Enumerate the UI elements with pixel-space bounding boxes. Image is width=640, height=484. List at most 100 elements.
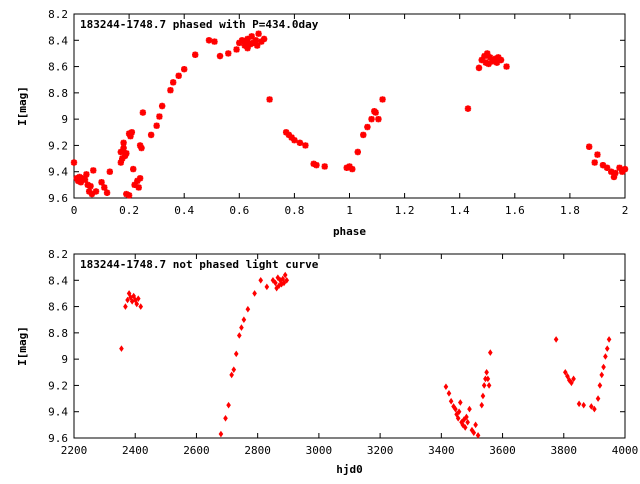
phased-x-tick-label: 1.6 [505,204,525,217]
unphased-data-point [553,336,559,343]
unphased-data-point [131,292,137,300]
phased-data-point [285,131,293,139]
phased-y-tick-label: 8.4 [48,34,68,47]
phased-data-point [181,66,188,73]
phased-data-point [103,189,111,196]
phased-data-point [495,54,502,61]
unphased-data-point [119,345,124,352]
phased-data-point [599,161,607,169]
unphased-light-curve-panel: 183244-1748.7 not phased light curve hjd… [16,248,638,476]
phased-data-point [147,131,155,139]
unphased-data-point [473,421,478,429]
phased-data-point [92,188,100,195]
phased-data-point [486,54,494,61]
phased-data-point [236,39,243,47]
unphased-data-point [604,345,610,352]
phased-data-point [503,63,510,70]
phased-data-point [233,46,240,53]
unphased-data-point [595,395,601,402]
phased-data-point [70,159,78,166]
phased-data-point [85,188,93,195]
unphased-data-point [475,432,481,439]
unphased-x-tick-label: 3400 [428,444,455,457]
phased-data-point [260,35,268,43]
phased-data-point [79,175,86,182]
phased-data-point [310,160,317,168]
phased-data-points [70,30,629,199]
unphased-axis-ticks: 2200 2400 2600 2800 3000 3200 3400 3600 3800 4000… [48,248,638,457]
unphased-data-point [126,290,132,297]
unphased-data-point [453,405,458,413]
unphased-x-tick-label: 2400 [122,444,149,457]
phased-data-point [106,168,114,175]
phased-x-tick-label: 1.4 [450,204,470,217]
unphased-data-point [581,401,586,409]
unphased-data-point [599,371,605,379]
unphased-y-tick-label: 8.8 [48,327,68,340]
unphased-data-point [274,284,279,292]
phased-data-point [123,150,130,157]
phased-data-point [135,184,142,191]
phased-data-point [156,113,163,120]
phased-data-point [158,102,166,110]
phased-data-point [153,122,160,129]
unphased-data-point [461,416,467,423]
phased-data-point [619,168,626,175]
phased-data-point [247,41,254,48]
unphased-data-point [241,316,247,324]
unphased-data-point [486,382,492,389]
phased-data-point [594,151,601,158]
unphased-x-axis-label: hjd0 [336,463,363,476]
phased-data-point [484,50,491,57]
unphased-data-point [443,383,449,391]
unphased-data-point [273,279,278,287]
unphased-data-point [226,401,231,409]
unphased-data-point [275,274,281,281]
phased-data-point [131,181,138,189]
phased-y-tick-label: 8.2 [48,8,68,21]
unphased-y-tick-label: 9.6 [48,432,68,445]
phased-data-point [603,164,611,171]
unphased-data-point [123,303,128,310]
phased-data-point [134,177,141,185]
phased-x-tick-label: 1 [346,204,353,217]
phased-y-tick-label: 9.2 [48,139,68,152]
phased-data-point [379,96,386,103]
phased-data-point [123,190,130,198]
phased-data-point [127,133,134,140]
unphased-data-point [456,408,462,416]
phased-data-point [130,165,137,173]
unphased-data-point [562,368,568,376]
phased-data-point [74,177,82,185]
phased-axis-ticks: 0 0.2 0.4 0.6 0.8 1 1.2 1.4 1.6 1.8 2 8.2 8.4 8.6 8.8 9… [48,8,628,217]
unphased-data-point [601,363,606,371]
phased-data-point [139,109,147,116]
phased-data-point [216,52,224,60]
unphased-data-point [480,392,486,400]
phased-data-point [493,59,501,66]
unphased-data-point [231,366,237,373]
unphased-data-point [229,371,234,379]
unphased-data-point [458,399,463,406]
phased-data-point [244,44,251,52]
phased-data-point [475,64,483,72]
phased-data-point [84,181,91,189]
phased-y-tick-label: 9.4 [48,166,68,179]
unphased-data-point [571,375,576,383]
phased-light-curve-panel: 183244-1748.7 phased with P=434.0day pha… [16,8,628,238]
unphased-data-point [284,276,290,284]
phased-plot-title: 183244-1748.7 phased with P=434.0day [80,18,319,31]
unphased-y-tick-label: 9.4 [48,406,68,419]
phased-data-point [88,190,96,198]
unphased-data-point [565,372,570,380]
unphased-data-point [455,414,461,422]
unphased-x-tick-label: 4000 [612,444,639,457]
phased-data-point [249,39,257,47]
unphased-y-tick-label: 8.4 [48,274,68,287]
unphased-data-points [119,271,612,439]
unphased-data-point [138,303,144,310]
unphased-data-point [270,276,276,284]
unphased-data-point [479,401,485,409]
phased-data-point [608,168,615,175]
